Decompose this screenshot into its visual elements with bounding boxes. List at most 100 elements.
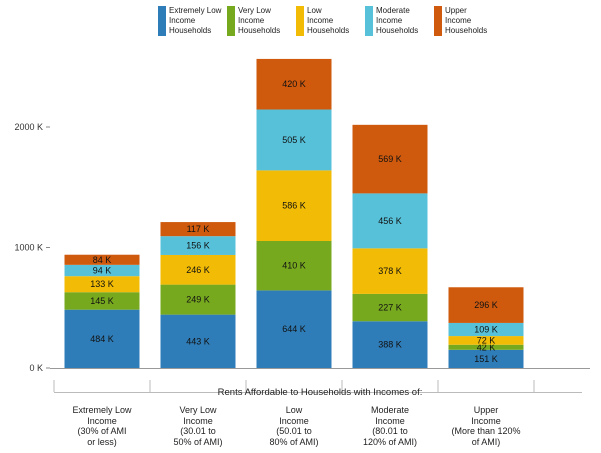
bar-segment xyxy=(448,287,524,323)
category-label-line: (50.01 to xyxy=(276,426,312,436)
category-label-line: of AMI) xyxy=(471,436,501,447)
legend-label: Extremely Low Income Households xyxy=(169,6,221,36)
legend-label-line: Households xyxy=(307,26,350,35)
category-label: Extremely Low Income (30% of AMI or less) xyxy=(57,405,147,447)
category-label: Very Low Income (30.01 to 50% of AMI) xyxy=(153,405,243,447)
category-label-line: Income xyxy=(183,415,213,426)
category-label-line: 120% of AMI) xyxy=(362,436,418,447)
bar-segment xyxy=(352,321,428,368)
y-tick-label: 2000 K xyxy=(14,122,43,132)
legend-item: Very Low Income Households xyxy=(227,6,291,36)
bar-segment xyxy=(64,254,140,265)
legend-swatch xyxy=(296,6,304,36)
bar-segment xyxy=(256,240,332,291)
category-label: Low Income (50.01 to 80% of AMI) xyxy=(249,405,339,447)
legend-label-line: Households xyxy=(445,26,488,35)
bar-segment xyxy=(448,336,524,345)
category-label-line: Income xyxy=(375,415,405,426)
legend-label: Low Income Households xyxy=(307,6,349,36)
bar-segment xyxy=(256,58,332,110)
bar-segment xyxy=(160,236,236,255)
legend-label-line: Low xyxy=(307,6,322,15)
legend-label-line: Very Low xyxy=(238,6,271,15)
bar-segment xyxy=(352,293,428,322)
data-label: 456 K xyxy=(378,216,402,226)
bar-segment xyxy=(352,248,428,294)
data-label: 484 K xyxy=(90,334,114,344)
legend-item: Low Income Households xyxy=(296,6,360,36)
category-label-line: Very Low xyxy=(179,405,217,415)
category-label-line: (80.01 to xyxy=(372,426,408,436)
legend-label-line: Income xyxy=(376,16,403,25)
bar-segment xyxy=(64,292,140,310)
data-label: 569 K xyxy=(378,154,402,164)
legend: Extremely Low Income Households Very Low Inc… xyxy=(158,6,498,36)
legend-label: Very Low Income Households xyxy=(238,6,280,36)
category-label-line: or less) xyxy=(87,436,117,447)
data-label: 42 K xyxy=(477,342,496,352)
data-label: 586 K xyxy=(282,201,306,211)
bar-segment xyxy=(160,314,236,368)
bar-segment xyxy=(352,124,428,194)
bar-segment xyxy=(160,284,236,315)
legend-label-line: Households xyxy=(376,26,419,35)
legend-item: Moderate Income Households xyxy=(365,6,429,36)
y-tick-label: 0 K xyxy=(29,363,43,373)
category-label-line: (30.01 to xyxy=(180,426,216,436)
legend-label-line: Households xyxy=(238,26,281,35)
bar-segment xyxy=(64,309,140,368)
category-label-line: Income xyxy=(279,415,309,426)
data-label: 156 K xyxy=(186,241,210,251)
bar-segment xyxy=(448,322,524,337)
bar-segment xyxy=(256,170,332,241)
data-label: 109 K xyxy=(474,325,498,335)
category-label: Upper Income (More than 120% of AMI) xyxy=(441,405,531,447)
category-label-line: Income xyxy=(471,415,501,426)
legend-swatch xyxy=(158,6,166,36)
data-label: 420 K xyxy=(282,79,306,89)
data-label: 117 K xyxy=(187,224,210,234)
legend-label: Moderate Income Households xyxy=(376,6,418,36)
bar-segment xyxy=(64,264,140,277)
data-label: 388 K xyxy=(378,340,402,350)
bar-segment xyxy=(256,290,332,368)
y-tick-label: 1000 K xyxy=(14,243,43,253)
bar-segment xyxy=(448,349,524,368)
bar-segment xyxy=(160,254,236,285)
bar-segment xyxy=(64,276,140,293)
legend-item: Extremely Low Income Households xyxy=(158,6,222,36)
category-label-line: (30% of AMI xyxy=(77,426,127,436)
data-label: 84 K xyxy=(93,255,112,265)
legend-item: Upper Income Households xyxy=(434,6,498,36)
data-label: 644 K xyxy=(282,324,306,334)
data-label: 94 K xyxy=(93,266,112,276)
data-label: 296 K xyxy=(474,300,498,310)
category-label-line: 50% of AMI) xyxy=(173,436,223,447)
category-label-line: 80% of AMI) xyxy=(269,436,319,447)
data-label: 410 K xyxy=(282,261,306,271)
category-label-line: Upper xyxy=(473,405,499,415)
bar-segment xyxy=(160,222,236,237)
data-label: 151 K xyxy=(474,354,498,364)
legend-label-line: Households xyxy=(169,26,212,35)
category-label-line: Income xyxy=(87,415,117,426)
bar-segment xyxy=(256,109,332,171)
category-label-line: Low xyxy=(285,405,303,415)
data-label: 246 K xyxy=(186,265,210,275)
bar-segment xyxy=(448,344,524,350)
legend-label: Upper Income Households xyxy=(445,6,487,36)
legend-label-line: Moderate xyxy=(376,6,410,15)
legend-label-line: Upper xyxy=(445,6,467,15)
legend-swatch xyxy=(227,6,235,36)
data-label: 443 K xyxy=(186,336,210,346)
data-label: 133 K xyxy=(90,279,114,289)
legend-label-line: Income xyxy=(445,16,472,25)
data-label: 378 K xyxy=(378,266,402,276)
data-label: 227 K xyxy=(378,303,402,313)
category-label-line: Moderate xyxy=(370,405,410,415)
data-label: 72 K xyxy=(477,335,496,345)
legend-swatch xyxy=(365,6,373,36)
legend-label-line: Income xyxy=(169,16,196,25)
